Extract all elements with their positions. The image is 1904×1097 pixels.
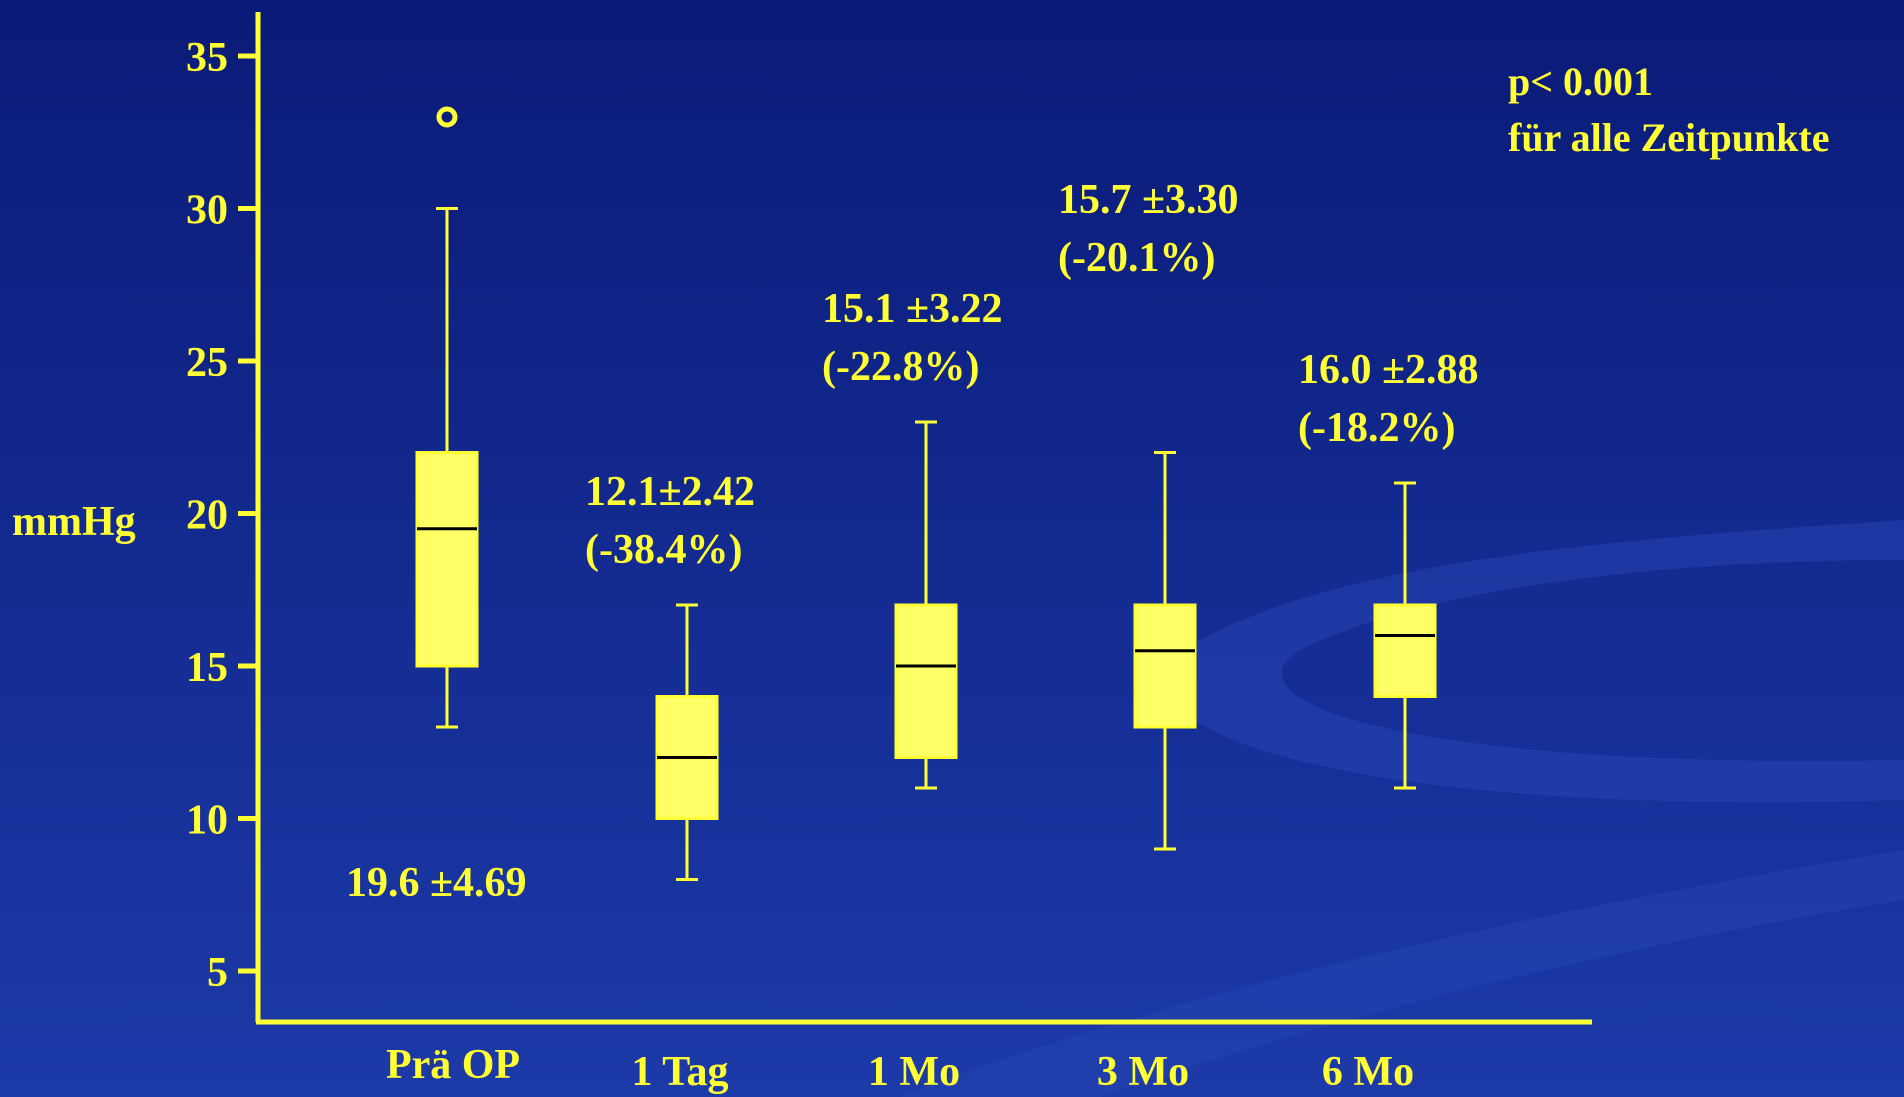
boxes [415, 106, 1437, 881]
box-group [894, 420, 958, 790]
x-tick-label: 1 Mo [868, 1049, 960, 1095]
stat-label: 15.1 ±3.22 [822, 286, 1003, 332]
x-tick-label: 1 Tag [632, 1049, 729, 1095]
outlier-point [436, 106, 458, 128]
axes: 5 10 15 20 25 30 35 [186, 12, 1592, 1025]
y-tick-label: 5 [207, 950, 228, 996]
y-tick-label: 15 [186, 645, 228, 691]
stat-change-label: (-18.2%) [1298, 405, 1455, 451]
labels: Prä OP 1 Tag 1 Mo 3 Mo 6 Mo 19.6 ±4.69 12.1±2.… [346, 177, 1479, 1095]
iqr-box [1133, 603, 1197, 729]
x-tick-label: 3 Mo [1097, 1049, 1189, 1095]
y-tick-label: 10 [186, 798, 228, 844]
iqr-box [1373, 603, 1437, 698]
y-tick-label: 25 [186, 340, 228, 386]
stat-change-label: (-38.4%) [585, 527, 742, 573]
iqr-box [894, 603, 958, 759]
stat-change-label: (-20.1%) [1058, 235, 1215, 281]
iqr-box [415, 451, 479, 668]
stat-label: 16.0 ±2.88 [1298, 347, 1479, 393]
box-group [415, 106, 479, 729]
significance-annotation-line1: p< 0.001 [1508, 59, 1653, 104]
box-group [1133, 451, 1197, 851]
stat-label: 19.6 ±4.69 [346, 860, 527, 906]
x-tick-label: Prä OP [386, 1042, 520, 1088]
y-tick-label: 35 [186, 35, 228, 81]
y-tick-label: 20 [186, 493, 228, 539]
background-swoosh [1164, 520, 1904, 803]
stat-change-label: (-22.8%) [822, 344, 979, 390]
stat-label: 15.7 ±3.30 [1058, 177, 1239, 223]
background-swoosh-lower [900, 850, 1904, 1097]
significance-annotation-line2: für alle Zeitpunkte [1508, 115, 1830, 160]
y-axis-label: mmHg [12, 499, 136, 545]
box-group [655, 603, 719, 881]
box-group [1373, 481, 1437, 790]
stat-label: 12.1±2.42 [585, 469, 755, 515]
x-tick-label: 6 Mo [1322, 1049, 1414, 1095]
y-tick-label: 30 [186, 188, 228, 234]
